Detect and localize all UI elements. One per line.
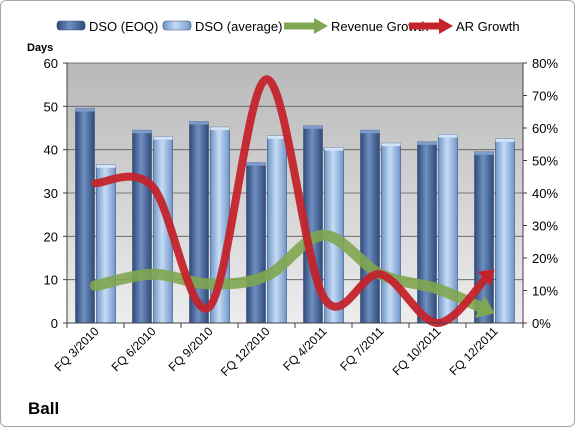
x-tick-label: FQ 4/2011 [280,324,330,374]
y2-tick-label: 80% [532,56,558,71]
legend-swatch-dso-average [162,20,192,31]
bar-dso-eoq [417,141,437,324]
y-tick-label: 0 [51,316,58,331]
x-tick-label: FQ 10/2011 [390,324,444,378]
bar-top-dso-eoq [189,121,209,125]
bar-top-dso-eoq [303,125,323,129]
legend-swatch-dso-eoq [56,20,86,31]
y2-tick-label: 0% [532,316,551,331]
bar-dso-average [267,135,287,324]
x-tick-label: FQ 3/2010 [52,324,102,374]
y-tick-label: 40 [44,143,58,158]
x-tick-label: FQ 12/2010 [218,324,273,379]
bar-dso-eoq [360,129,380,324]
y-tick-label: 10 [44,273,58,288]
bar-top-dso-average [495,138,515,142]
bar-dso-eoq [246,162,266,324]
bar-top-dso-eoq [417,141,437,145]
legend-swatch-arrowhead [314,18,328,34]
y2-tick-label: 40% [532,186,558,201]
bar-top-dso-average [267,135,287,139]
y2-tick-label: 70% [532,89,558,104]
bar-dso-average [96,164,116,324]
y2-tick-label: 50% [532,154,558,169]
ar-growth-line [91,75,493,328]
legend-swatch-arrowhead [439,18,453,34]
x-tick-label: FQ 7/2011 [337,324,387,374]
x-tick-label: FQ 12/2011 [447,324,501,378]
legend-label: DSO (EOQ) [89,19,158,34]
bar-dso-average [381,142,401,324]
bar-top-dso-average [324,147,344,151]
y2-tick-label: 60% [532,121,558,136]
bar-top-dso-eoq [360,130,380,134]
company-name: Ball [28,399,60,418]
y-axis-label: Days [27,42,53,54]
x-tick-label: FQ 9/2010 [166,324,216,374]
line-series [90,75,495,328]
revenue-growth-line-arrowhead [475,295,495,318]
ar-growth-line-arrowhead [477,269,495,287]
y-tick-label: 20 [44,229,58,244]
bar-dso-eoq [75,108,95,324]
y-tick-label: 60 [44,56,58,71]
legend-label: Revenue Growth [331,19,429,34]
bar-top-dso-eoq [132,130,152,134]
revenue-growth-line [90,229,492,315]
bar-top-dso-average [210,127,230,131]
y-tick-label: 50 [44,99,58,114]
bar-top-dso-eoq [246,162,266,166]
bar-top-dso-average [96,164,116,168]
y2-tick-label: 30% [532,219,558,234]
bar-top-dso-eoq [75,108,95,112]
legend-label: DSO (average) [195,19,282,34]
bar-top-dso-average [438,134,458,138]
y2-tick-label: 20% [532,251,558,266]
bar-top-dso-average [381,143,401,147]
bar-dso-average [495,138,515,324]
y2-tick-label: 10% [532,284,558,299]
bar-dso-eoq [132,129,152,324]
y-tick-label: 30 [44,186,58,201]
bar-top-dso-eoq [474,151,494,155]
bar-top-dso-average [153,136,173,140]
x-tick-label: FQ 6/2010 [109,324,159,374]
legend-label: AR Growth [456,19,520,34]
legend: DSO (EOQ) DSO (average) Revenue Growth AR G… [56,18,520,34]
